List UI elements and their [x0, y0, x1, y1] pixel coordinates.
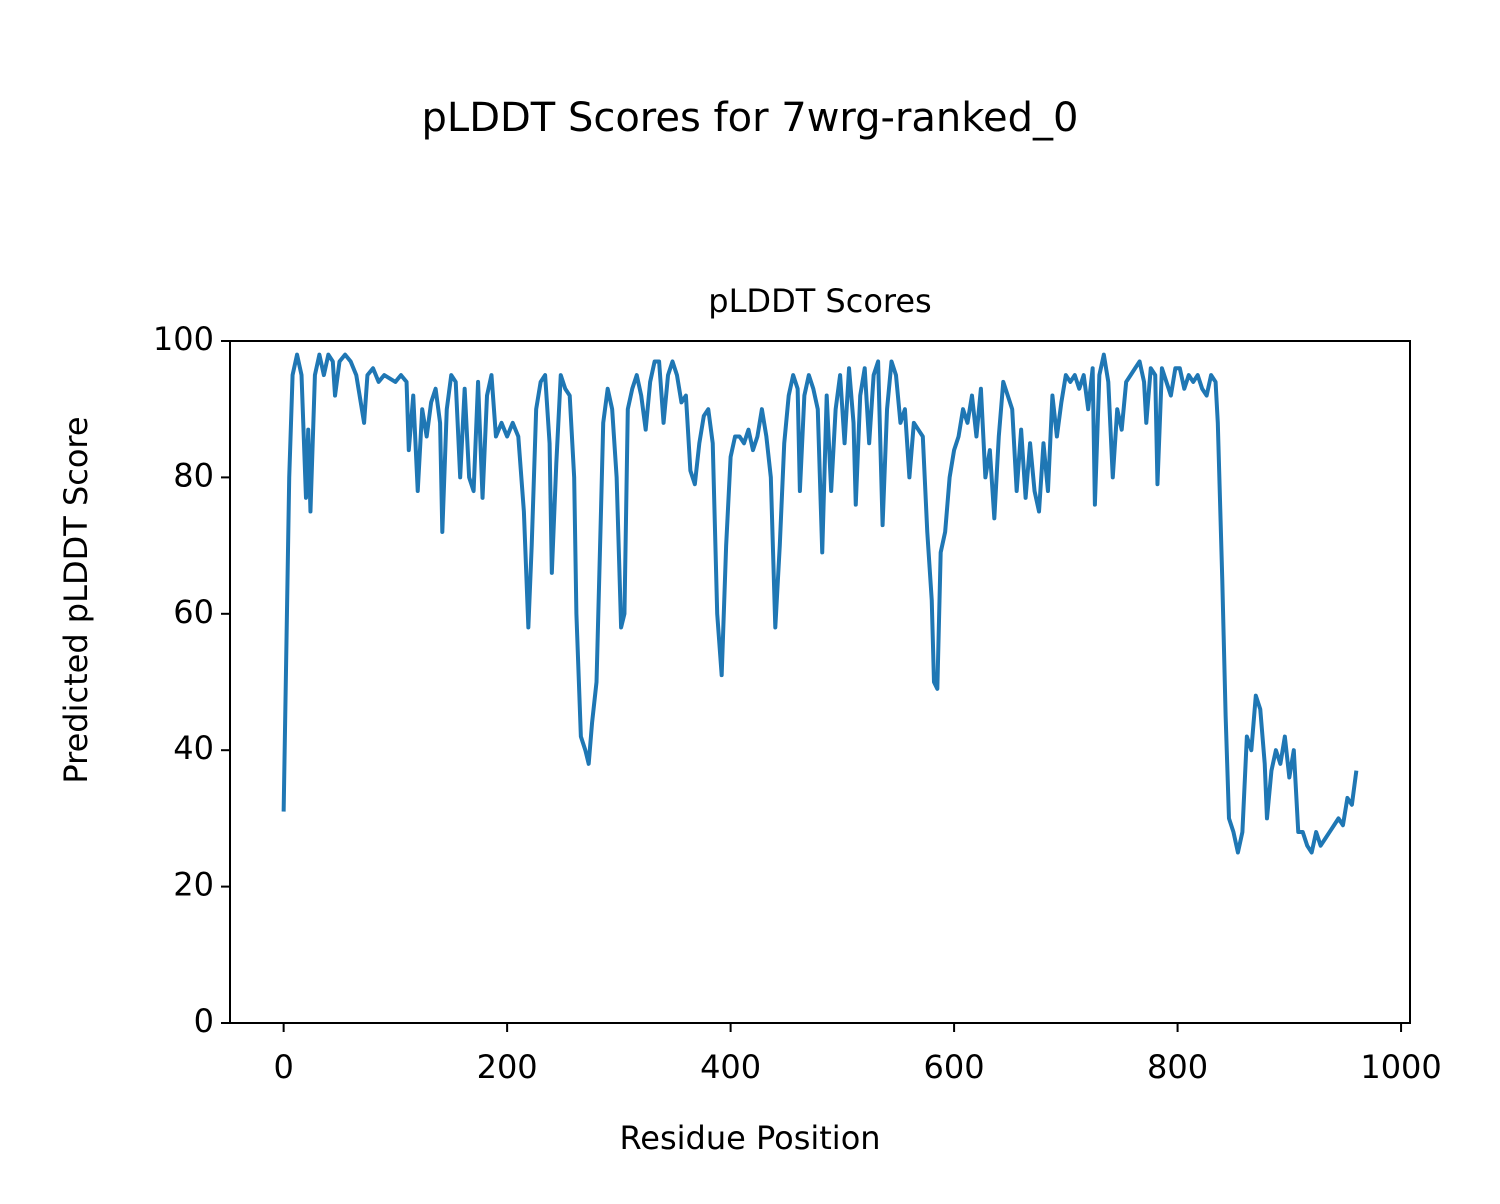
y-tick-label: 40: [173, 729, 214, 767]
y-axis-label: Predicted pLDDT Score: [57, 416, 95, 783]
x-tick-label: 400: [700, 1048, 761, 1086]
x-tick-label: 1000: [1360, 1048, 1441, 1086]
y-tick-label: 0: [194, 1002, 214, 1040]
x-tick-label: 200: [477, 1048, 538, 1086]
suptitle: pLDDT Scores for 7wrg-ranked_0: [422, 95, 1079, 141]
x-tick-label: 800: [1147, 1048, 1208, 1086]
x-axis-label: Residue Position: [619, 1119, 880, 1157]
x-tick-label: 600: [924, 1048, 985, 1086]
y-tick-label: 60: [173, 593, 214, 631]
chart-title: pLDDT Scores: [708, 282, 931, 320]
x-tick-label: 0: [273, 1048, 293, 1086]
y-tick-label: 80: [173, 456, 214, 494]
y-tick-label: 20: [173, 866, 214, 904]
data-line: [281, 352, 1359, 855]
plot-frame: [229, 340, 1411, 1024]
y-tick-label: 100: [153, 320, 214, 358]
